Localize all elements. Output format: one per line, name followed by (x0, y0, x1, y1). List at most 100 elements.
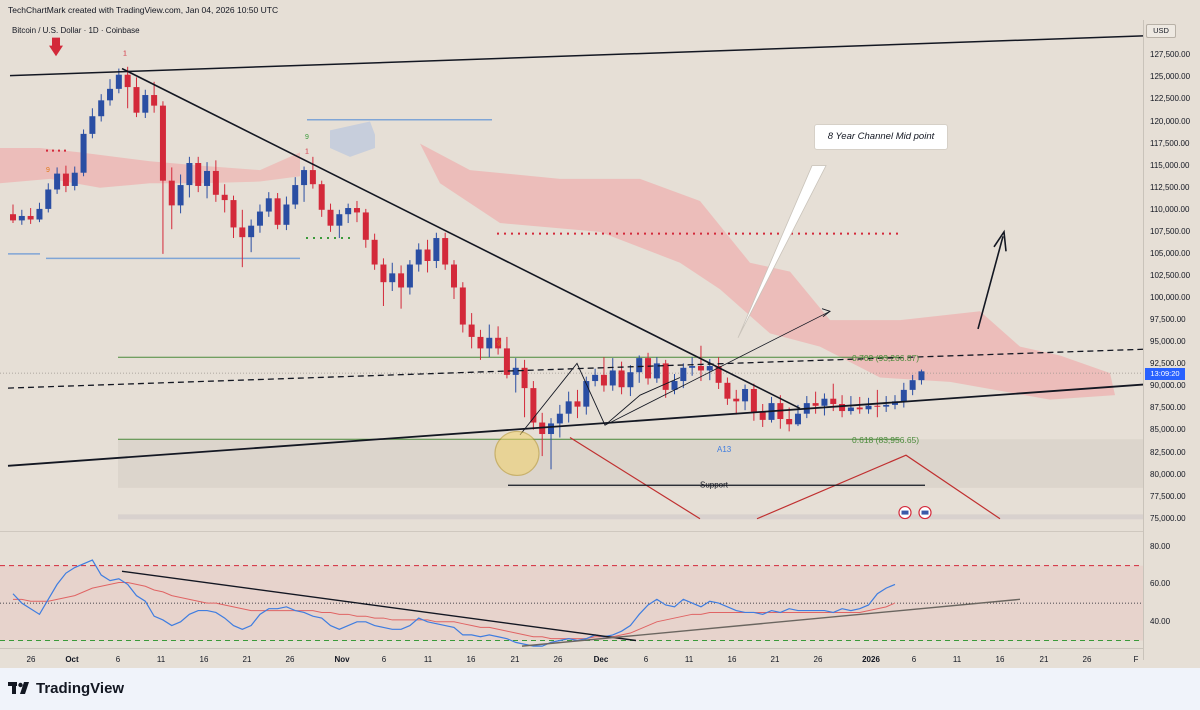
support-zone[interactable] (118, 439, 1143, 488)
candle[interactable] (256, 204, 263, 233)
candle[interactable] (415, 243, 422, 272)
candle[interactable] (689, 357, 696, 376)
candle[interactable] (318, 180, 325, 217)
candle[interactable] (265, 192, 272, 217)
time-axis[interactable]: 26 Oct 6 11 16 21 26 Nov 6 11 16 21 26 Dec 6 11 16 21 26 20… (0, 648, 1143, 669)
candle[interactable] (177, 174, 184, 214)
candle[interactable] (230, 195, 237, 239)
candle[interactable] (27, 208, 34, 224)
rsi-down-trendline[interactable] (121, 570, 637, 642)
price-axis[interactable]: 127,500.00 125,000.00 122,500.00 120,000.00… (1143, 20, 1200, 660)
bottom-highlight-circle[interactable] (494, 430, 540, 477)
candle[interactable] (151, 81, 158, 113)
candle[interactable] (221, 184, 228, 213)
candle[interactable] (345, 203, 352, 224)
candle[interactable] (406, 260, 413, 295)
candle[interactable] (98, 94, 105, 122)
candle[interactable] (336, 209, 343, 239)
candle[interactable] (18, 209, 25, 225)
tradingview-brand[interactable]: TradingView (36, 680, 125, 697)
candle[interactable] (433, 232, 440, 269)
rsi-up-trendline[interactable] (521, 598, 1021, 647)
candle[interactable] (503, 336, 510, 379)
channel-midpoint-callout[interactable]: 8 Year Channel Mid point (814, 124, 948, 150)
candle[interactable] (909, 374, 916, 396)
candle[interactable] (733, 389, 740, 415)
candle[interactable] (803, 396, 810, 419)
candle[interactable] (495, 326, 502, 355)
candle[interactable] (565, 391, 572, 423)
candle[interactable] (292, 177, 299, 209)
event-flag-icon[interactable] (898, 505, 912, 520)
candle[interactable] (918, 369, 925, 385)
candle[interactable] (592, 368, 599, 387)
candle[interactable] (362, 208, 369, 248)
candle[interactable] (62, 165, 69, 193)
candle[interactable] (530, 381, 537, 430)
candle[interactable] (353, 200, 360, 223)
candle[interactable] (301, 166, 308, 202)
candle[interactable] (759, 404, 766, 427)
candle[interactable] (107, 79, 114, 106)
candle[interactable] (371, 233, 378, 270)
candle[interactable] (653, 357, 660, 383)
candle[interactable] (468, 313, 475, 349)
candle[interactable] (195, 156, 202, 193)
candle[interactable] (389, 262, 396, 292)
candle[interactable] (159, 101, 166, 254)
candle[interactable] (671, 373, 678, 395)
candle[interactable] (124, 66, 131, 109)
candle[interactable] (239, 209, 246, 268)
price-chart[interactable]: 0.702 (93,266.87) 0.618 (83,956.65) Suppor… (0, 20, 1143, 532)
candle[interactable] (89, 108, 96, 139)
candle[interactable] (459, 282, 466, 333)
candle[interactable] (36, 202, 43, 223)
candle[interactable] (115, 68, 122, 94)
candle[interactable] (750, 383, 757, 421)
candle[interactable] (715, 357, 722, 389)
candle[interactable] (133, 77, 140, 118)
candle[interactable] (186, 156, 193, 198)
candle[interactable] (283, 196, 290, 231)
candle[interactable] (724, 377, 731, 405)
currency-label[interactable]: USD (1146, 24, 1176, 38)
candle[interactable] (274, 193, 281, 230)
candle[interactable] (477, 329, 484, 360)
descending-trendline[interactable] (121, 67, 801, 410)
candle[interactable] (424, 239, 431, 273)
candle[interactable] (451, 260, 457, 299)
event-flag-icon[interactable] (918, 505, 932, 520)
red-projection-right[interactable] (756, 454, 1001, 520)
candle[interactable] (680, 363, 687, 389)
candle[interactable] (10, 204, 16, 224)
candle[interactable] (142, 89, 149, 118)
candle[interactable] (812, 391, 819, 414)
candle[interactable] (883, 396, 890, 412)
candle[interactable] (398, 265, 405, 309)
candle[interactable] (600, 357, 607, 392)
candle[interactable] (54, 167, 61, 194)
target-arrow-line[interactable] (977, 236, 1004, 330)
candle[interactable] (521, 359, 528, 418)
candle[interactable] (768, 396, 775, 423)
candle[interactable] (821, 393, 828, 416)
candle[interactable] (248, 219, 255, 253)
tradingview-logo-icon[interactable] (8, 680, 32, 696)
candle[interactable] (442, 232, 449, 270)
candle[interactable] (645, 352, 652, 385)
candle[interactable] (309, 156, 316, 189)
channel-top-line[interactable] (9, 35, 1143, 77)
candle[interactable] (380, 258, 387, 307)
candle[interactable] (609, 358, 616, 391)
candle[interactable] (627, 365, 634, 397)
rsi-panel[interactable] (0, 532, 1143, 648)
candle[interactable] (486, 324, 493, 358)
candle[interactable] (212, 160, 219, 202)
candle[interactable] (636, 355, 643, 383)
candle[interactable] (742, 384, 749, 411)
candle[interactable] (168, 167, 175, 230)
ascending-trendline[interactable] (7, 383, 1143, 467)
projection-line[interactable] (604, 310, 831, 426)
candle[interactable] (662, 359, 669, 398)
candle[interactable] (204, 162, 211, 199)
